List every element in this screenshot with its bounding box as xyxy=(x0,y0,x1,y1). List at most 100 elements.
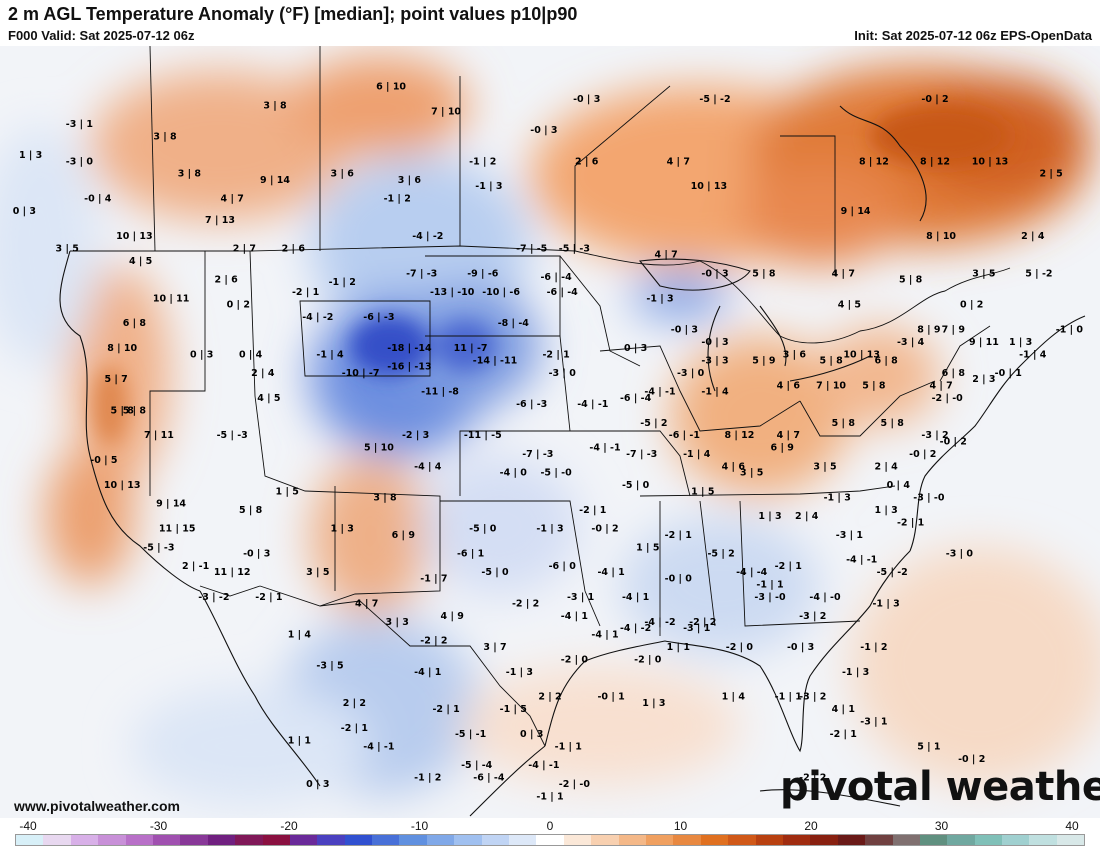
point-value-label: -2 | 1 xyxy=(830,729,857,740)
us-state-border-southwest xyxy=(249,250,441,607)
colorbar-swatch xyxy=(509,835,537,845)
point-value-label: 5 | 9 xyxy=(752,356,775,367)
colorbar-tick-label: -30 xyxy=(149,819,168,833)
us-state-border-west xyxy=(149,251,206,496)
point-value-label: -14 | -11 xyxy=(473,356,517,367)
colorbar-swatch xyxy=(481,835,510,845)
hudson-bay-coast xyxy=(839,105,927,222)
point-value-label: 0 | 3 xyxy=(13,206,36,217)
point-value-label: -0 | 3 xyxy=(671,324,698,335)
point-value-label: -4 | 0 xyxy=(500,468,528,479)
point-value-label: 0 | 2 xyxy=(960,300,983,311)
point-value-label: -0 | 3 xyxy=(701,337,728,348)
point-value-label: -4 | -1 xyxy=(644,387,675,398)
point-value-label: 0 | 3 xyxy=(190,349,213,360)
point-value-label: -1 | 3 xyxy=(872,598,899,609)
point-value-label: 2 | 4 xyxy=(1021,231,1045,242)
valid-time: F000 Valid: Sat 2025-07-12 06z xyxy=(8,28,195,43)
point-value-label: 7 | 9 xyxy=(942,324,965,335)
point-value-label: -5 | 0 xyxy=(469,524,497,535)
great-lakes-border xyxy=(574,250,1011,344)
us-canada-border xyxy=(70,245,576,252)
point-value-label: -5 | -1 xyxy=(455,729,486,740)
point-value-label: 1 | 5 xyxy=(636,542,659,553)
point-value-label: -1 | 1 xyxy=(555,742,582,753)
point-value-label: 1 | 3 xyxy=(331,524,354,535)
point-value-label: -6 | -4 xyxy=(473,773,505,784)
colorbar-swatch xyxy=(700,835,729,845)
point-value-label: -0 | 5 xyxy=(90,455,117,466)
point-value-label: 5 | 7 xyxy=(104,374,127,385)
colorbar-swatch xyxy=(152,835,181,845)
point-value-label: -2 | 3 xyxy=(402,430,429,441)
point-value-label: -4 | -1 xyxy=(577,399,608,410)
point-value-label: 2 | 6 xyxy=(282,244,306,255)
point-value-label: -3 | 2 xyxy=(921,430,948,441)
point-value-label: -0 | 4 xyxy=(84,194,112,205)
atlantic-coastline xyxy=(909,315,1086,552)
point-value-label: -5 | 2 xyxy=(707,549,734,560)
point-value-label: -6 | -1 xyxy=(669,430,700,441)
point-value-label: 2 | 4 xyxy=(795,511,819,522)
point-value-label: -4 | -2 xyxy=(412,231,443,242)
canada-province-border-3 xyxy=(149,46,156,252)
point-value-label: -0 | 0 xyxy=(665,573,693,584)
quebec-border xyxy=(780,135,836,276)
point-value-label: 9 | 14 xyxy=(156,499,186,510)
point-value-label: -1 | 1 xyxy=(775,692,802,703)
missouri-border xyxy=(570,430,691,497)
point-value-label: 6 | 9 xyxy=(392,530,415,541)
lake-erie xyxy=(789,355,871,382)
colorbar-swatch xyxy=(289,835,318,845)
point-value-label: -6 | -4 xyxy=(547,287,579,298)
point-value-label: 5 | -2 xyxy=(1025,268,1052,279)
colorbar-tick-label: 30 xyxy=(934,819,949,833)
colorbar-swatch xyxy=(317,835,345,845)
point-value-label: -1 | 3 xyxy=(475,181,502,192)
point-value-label: 11 | 12 xyxy=(214,567,251,578)
point-value-label: -1 | 4 xyxy=(683,449,711,460)
point-value-label: 3 | 8 xyxy=(263,100,287,111)
colorbar-swatch xyxy=(810,835,838,845)
point-value-label: -6 | -4 xyxy=(540,272,572,283)
point-value-label: 5 | 8 xyxy=(123,405,147,416)
colorbar-tick-label: 0 xyxy=(546,819,554,833)
point-value-label: 4 | 7 xyxy=(832,268,855,279)
point-value-label: -2 | 1 xyxy=(665,530,692,541)
point-value-label: -5 | -4 xyxy=(461,760,493,771)
colorbar-swatch xyxy=(180,835,208,845)
point-value-label: -10 | -7 xyxy=(342,368,380,379)
point-value-label: 9 | 14 xyxy=(260,175,290,186)
point-value-label: 3 | 7 xyxy=(483,642,506,653)
point-value-label: -5 | -3 xyxy=(559,244,590,255)
point-value-label: 1 | 1 xyxy=(288,735,311,746)
canada-province-border-4 xyxy=(574,85,671,251)
colorbar-swatch xyxy=(1056,835,1085,845)
point-value-label: 10 | 13 xyxy=(691,181,728,192)
point-value-label: 5 | 8 xyxy=(819,356,843,367)
point-value-label: 4 | 7 xyxy=(654,250,677,261)
point-value-label: -2 | 1 xyxy=(292,287,319,298)
point-value-label: 3 | 5 xyxy=(740,468,763,479)
point-value-label: 4 | 5 xyxy=(838,300,861,311)
point-value-label: -5 | -3 xyxy=(143,542,174,553)
point-value-label: 7 | 11 xyxy=(144,430,174,441)
point-value-label: -2 | 2 xyxy=(689,617,716,628)
point-value-label: 6 | 8 xyxy=(942,368,966,379)
point-value-label: 0 | 4 xyxy=(239,349,263,360)
point-value-label: -1 | 1 xyxy=(756,580,783,591)
baja-border xyxy=(199,585,261,597)
point-value-label: -0 | 3 xyxy=(573,94,600,105)
point-value-label: -1 | 4 xyxy=(701,387,729,398)
midwest-border xyxy=(599,345,801,432)
colorbar-swatch xyxy=(728,835,756,845)
pacific-coastline xyxy=(59,250,201,592)
point-value-label: 0 | 4 xyxy=(887,480,911,491)
point-value-label: -1 | 7 xyxy=(420,573,447,584)
point-value-label: -1 | 3 xyxy=(536,524,563,535)
point-value-label: 4 | 7 xyxy=(667,156,690,167)
map-title: 2 m AGL Temperature Anomaly (°F) [median… xyxy=(8,4,578,24)
point-value-label: 8 | 9 xyxy=(917,324,940,335)
point-value-label: 0 | 3 xyxy=(624,343,647,354)
point-value-label: -5 | 0 xyxy=(622,480,650,491)
